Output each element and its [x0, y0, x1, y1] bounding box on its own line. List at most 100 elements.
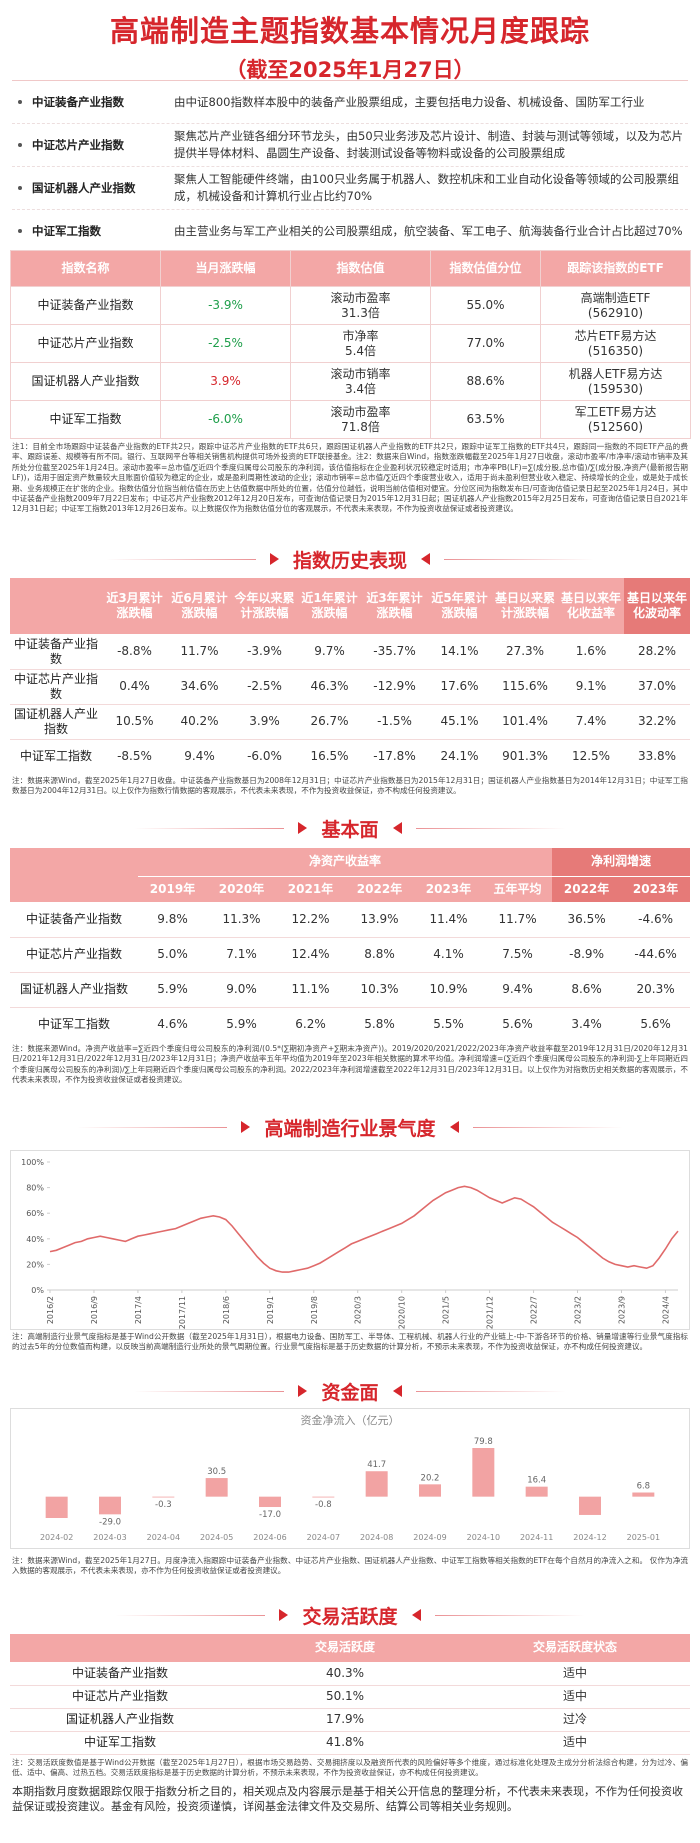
index-desc: 由主营业务与军工产业相关的公司股票组成，航空装备、军工电子、航海装备行业合计占比…: [174, 223, 683, 238]
bar: [632, 1492, 655, 1497]
table-cell: 28.2%: [624, 634, 690, 670]
y-tick-label: 100%: [21, 1158, 44, 1167]
table-cell: -35.7%: [362, 634, 427, 670]
table-cell: 9.8%: [138, 902, 207, 938]
index-list: 中证装备产业指数 由中证800指数样本股中的装备产业股票组成，主要包括电力设备、机…: [12, 80, 688, 250]
table-cell: 40.2%: [167, 704, 232, 740]
table-row: 中证芯片产业指数 5.0% 7.1% 12.4% 8.8% 4.1% 7.5% -8.9% -4…: [10, 937, 691, 973]
table-row: 中证军工指数 -6.0% 滚动市盈率 71.8倍 63.5% 军工ETF易方达 (51256…: [10, 400, 691, 439]
table-cell: 11.7%: [483, 902, 553, 938]
table-cell: -8.9%: [552, 937, 622, 973]
header-row: 2019年 2020年 2021年 2022年 2023年 五年平均 2022年 2023年: [10, 876, 691, 903]
heading-text: 高端制造行业景气度: [264, 1117, 436, 1140]
table-cell: 17.6%: [427, 669, 492, 705]
cell-line: 机器人ETF易方达: [568, 366, 663, 381]
blank-header: [10, 848, 138, 903]
table-cell: 中证芯片产业指数: [10, 324, 161, 363]
table-cell: 适中: [460, 1685, 690, 1709]
table-cell: 7.1%: [207, 937, 276, 973]
chart-frame: [10, 1408, 690, 1549]
subtitle: （截至2025年1月27日）: [225, 58, 475, 80]
table-cell: 2022年: [345, 876, 414, 903]
table-cell: 4.6%: [138, 1007, 207, 1042]
table-cell: 32.2%: [624, 704, 690, 740]
y-tick-label: 40%: [26, 1235, 44, 1244]
table-cell: 近6月累计涨跌幅: [167, 578, 232, 635]
index-item: 中证军工指数 由主营业务与军工产业相关的公司股票组成，航空装备、军工电子、航海装备…: [12, 210, 688, 250]
bar: [152, 1496, 175, 1498]
table-cell: 国证机器人产业指数: [10, 362, 161, 401]
table-cell: 过冷: [460, 1708, 690, 1732]
table-cell: 交易活跃度状态: [460, 1634, 690, 1663]
cell-line: 市净率: [342, 328, 379, 343]
x-tick-label: 2020/10: [398, 1296, 407, 1329]
table-cell: 中证芯片产业指数: [10, 1685, 230, 1709]
x-tick-label: 2024-02: [40, 1533, 73, 1542]
table-cell: 中证装备产业指数: [10, 1662, 230, 1686]
table-cell: -3.9%: [232, 634, 297, 670]
x-tick-label: 2019/1: [266, 1296, 275, 1324]
title: 高端制造主题指数基本情况月度跟踪: [109, 14, 590, 48]
table-cell: 9.4%: [167, 739, 232, 774]
table-cell: 2021年: [276, 876, 345, 903]
table-cell: 跟踪该指数的ETF: [540, 250, 691, 287]
table-cell: 4.1%: [414, 937, 483, 973]
x-tick-label: 2024/4: [661, 1296, 670, 1324]
table-cell: 基日以来年化收益率: [558, 578, 624, 635]
x-tick-label: 2024-11: [520, 1533, 553, 1542]
header-row: 交易活跃度 交易活跃度状态: [10, 1634, 690, 1663]
index-name: 国证机器人产业指数: [32, 180, 136, 195]
x-tick-label: 2017/11: [178, 1296, 187, 1329]
bar: [312, 1496, 335, 1498]
table-cell: 芯片ETF易方达 (516350): [540, 324, 691, 363]
cell-line: 71.8倍: [341, 419, 380, 434]
table-row: 中证芯片产业指数 0.4% 34.6% -2.5% 46.3% -12.9% 17.6% 11…: [10, 669, 690, 705]
table-cell: -8.8%: [102, 634, 167, 670]
table-row: 中证军工指数 4.6% 5.9% 6.2% 5.8% 5.5% 5.6% 3.4% 5.6%: [10, 1007, 691, 1042]
chart-frame: [10, 1150, 690, 1330]
table-cell: 40.3%: [230, 1662, 460, 1686]
bar: [579, 1496, 601, 1515]
table-cell: 9.4%: [483, 972, 553, 1008]
x-tick-label: 2020/3: [354, 1296, 363, 1324]
table-cell: 滚动市盈率 31.3倍: [290, 286, 431, 325]
table-cell: -17.8%: [362, 739, 427, 774]
x-tick-label: 2021/5: [442, 1296, 451, 1324]
x-tick-label: 2022/7: [530, 1296, 539, 1324]
table-cell: 12.4%: [276, 937, 345, 973]
table-cell: 20.3%: [621, 972, 691, 1008]
table-cell: 2020年: [207, 876, 276, 903]
index-desc: 聚焦人工智能硬件终端，由100只业务属于机器人、数控机床和工业自动化设备等领域的…: [174, 172, 679, 203]
value-label: 16.4: [527, 1476, 546, 1486]
x-tick-label: 2025-01: [627, 1533, 660, 1542]
value-label: 6.8: [637, 1482, 651, 1492]
bar: [205, 1478, 228, 1497]
table-cell: -12.9%: [362, 669, 427, 705]
cell-line: 31.3倍: [341, 305, 380, 320]
table-row: 中证芯片产业指数 -2.5% 市净率 5.4倍 77.0% 芯片ETF易方达 (516350…: [10, 324, 691, 363]
value-label: 41.7: [367, 1460, 386, 1470]
cell-line: 3.4倍: [344, 381, 377, 396]
table-cell: 26.7%: [297, 704, 362, 740]
table-cell: 5.5%: [414, 1007, 483, 1042]
note: 注：数据来源Wind。净资产收益率=∑近四个季度归母公司股东的净利润/(0.5*…: [12, 1044, 688, 1085]
line-series: [49, 1185, 679, 1273]
table-cell: -8.5%: [102, 739, 167, 774]
table-cell: 11.1%: [276, 972, 345, 1008]
table-cell: 中证军工指数: [10, 1007, 138, 1042]
table-cell: 16.5%: [297, 739, 362, 774]
y-tick-label: 60%: [26, 1209, 44, 1218]
overview-section: 指数名称 当月涨跌幅 指数估值 指数估值分位 跟踪该指数的ETF 中证装备产业指数 -3.9…: [0, 250, 700, 440]
table-cell: 国证机器人产业指数: [10, 1708, 230, 1732]
table-cell: 机器人ETF易方达 (159530): [540, 362, 691, 401]
index-name: 中证装备产业指数: [32, 94, 124, 109]
table-cell: 46.3%: [297, 669, 362, 705]
table-cell: 50.1%: [230, 1685, 460, 1709]
bar: [472, 1448, 495, 1497]
table-cell: 中证军工指数: [10, 400, 161, 439]
table-cell: 中证芯片产业指数: [10, 669, 102, 705]
table-row: 国证机器人产业指数 3.9% 滚动市销率 3.4倍 88.6% 机器人ETF易方达 (159…: [10, 362, 691, 401]
table-cell: 近1年累计涨跌幅: [297, 578, 362, 635]
table-cell: 净利润增速: [552, 848, 691, 877]
